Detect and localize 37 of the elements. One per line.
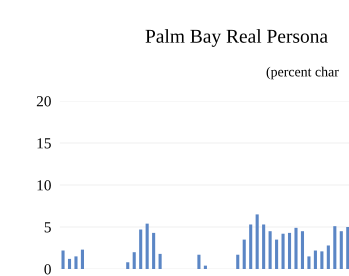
y-tick-label: 10 <box>38 180 51 190</box>
chart-title: Palm Bay Real Persona <box>146 29 328 47</box>
bar <box>132 252 136 269</box>
bar <box>262 224 266 269</box>
bar <box>268 231 272 269</box>
chart-subtitle: (percent char <box>266 66 339 80</box>
bar <box>249 224 252 269</box>
bar <box>126 262 130 269</box>
bar <box>68 258 72 269</box>
bar <box>204 266 207 269</box>
bar <box>346 227 349 269</box>
bar <box>320 251 324 269</box>
bar <box>139 230 142 269</box>
y-tick-label: 0 <box>44 264 51 274</box>
bar <box>197 254 200 269</box>
bar <box>61 250 65 269</box>
bar <box>282 234 285 269</box>
bar <box>158 254 162 269</box>
bar <box>288 232 292 269</box>
bar <box>146 224 149 269</box>
bar <box>236 254 240 269</box>
bar <box>300 231 304 269</box>
bar <box>242 240 246 269</box>
bar <box>275 240 278 269</box>
y-tick-label: 15 <box>38 138 51 148</box>
bar <box>326 245 330 269</box>
y-tick-label: 20 <box>36 96 51 106</box>
bar <box>314 250 317 269</box>
bar <box>80 250 84 269</box>
bar <box>333 226 336 269</box>
bar <box>74 256 78 269</box>
bar <box>340 231 343 269</box>
bar <box>294 228 298 269</box>
bar <box>152 232 156 269</box>
y-tick-label: 5 <box>44 222 51 232</box>
bar <box>307 256 310 269</box>
bar <box>256 214 259 269</box>
